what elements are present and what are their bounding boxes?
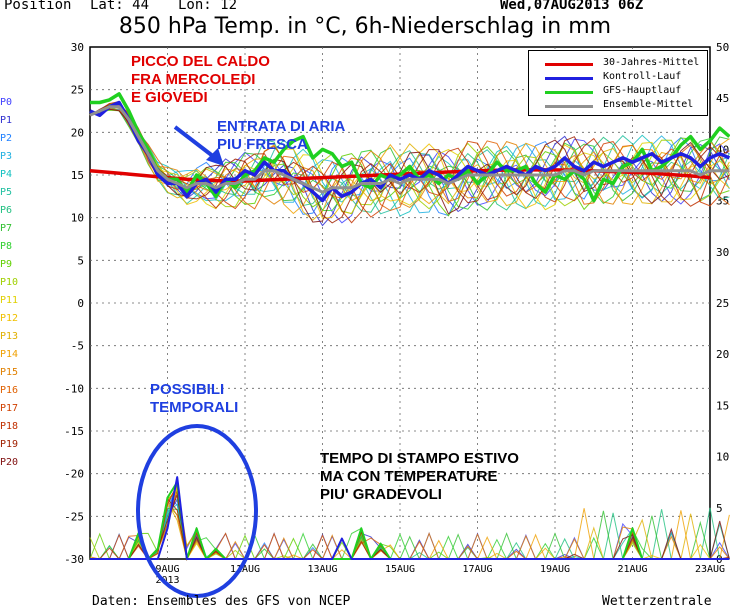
y-left-tick-label: -5: [71, 340, 84, 353]
member-label: P9: [0, 259, 13, 270]
y-left-tick-label: 25: [71, 84, 84, 97]
member-label: P6: [0, 205, 13, 216]
series-line-kontroll-lauf-precip: [90, 476, 730, 560]
chart-title: 850 hPa Temp. in °C, 6h-Niederschlag in …: [118, 14, 612, 39]
legend-swatch: [545, 77, 593, 80]
x-tick-label: 19AUG: [540, 564, 570, 575]
member-label: P1: [0, 115, 13, 126]
y-left-tick-label: -15: [64, 425, 84, 438]
member-label: P13: [0, 331, 19, 342]
legend-item-control-run: Kontroll-Lauf: [529, 71, 707, 85]
brand-label: Wetterzentrale: [602, 594, 712, 609]
y-right-tick-label: 25: [716, 297, 729, 310]
annotation-summer-weather: TEMPO DI STAMPO ESTIVO MA CON TEMPERATUR…: [320, 450, 519, 504]
data-source-label: Daten: Ensembles des GFS von NCEP: [92, 594, 351, 609]
chart-legend: 30-Jahres-Mittel Kontroll-Lauf GFS-Haupt…: [528, 50, 708, 116]
x-tick-label: 11AUG: [230, 564, 260, 575]
run-date-label: Wed,07AUG2013 06Z: [500, 0, 644, 13]
ensemble-member-line: [89, 103, 730, 214]
member-label: P11: [0, 295, 19, 306]
member-label: P0: [0, 97, 13, 108]
legend-item-ensemble-mean: Ensemble-Mittel: [529, 99, 707, 113]
y-left-tick-label: -25: [64, 510, 84, 523]
annotation-cooler-air: ENTRATA DI ARIA PIU FRESCA: [217, 118, 345, 154]
latitude-label: Lat: 44: [90, 0, 150, 13]
x-tick-label: 15AUG: [385, 564, 415, 575]
longitude-label: Lon: 12: [178, 0, 238, 13]
annotation-line: ENTRATA DI ARIA: [217, 118, 346, 135]
legend-swatch: [545, 105, 593, 108]
legend-label: 30-Jahres-Mittel: [603, 57, 700, 68]
y-right-tick-label: 45: [716, 92, 729, 105]
annotation-line: PICCO DEL CALDO: [131, 53, 270, 70]
cooler-air-arrow-head: [206, 148, 224, 166]
y-right-tick-label: 10: [716, 451, 729, 464]
annotation-line: PIU' GRADEVOLI: [320, 486, 442, 503]
x-year-label: 2013: [155, 575, 179, 586]
member-label: P12: [0, 313, 19, 324]
legend-item-main-run: GFS-Hauptlauf: [529, 85, 707, 99]
y-left-tick-label: -10: [64, 382, 84, 395]
y-right-tick-label: 20: [716, 348, 729, 361]
y-left-tick-label: 20: [71, 126, 84, 139]
annotation-line: TEMPO DI STAMPO ESTIVO: [320, 450, 519, 467]
y-right-tick-label: 50: [716, 41, 729, 54]
member-label: P18: [0, 421, 19, 432]
member-label: P20: [0, 457, 19, 468]
member-label: P7: [0, 223, 13, 234]
member-label: P8: [0, 241, 13, 252]
member-label: P19: [0, 439, 19, 450]
member-label: P2: [0, 133, 13, 144]
legend-swatch: [545, 91, 593, 94]
x-tick-label: 21AUG: [617, 564, 647, 575]
x-tick-label: 13AUG: [307, 564, 337, 575]
annotation-line: E GIOVEDI: [131, 89, 208, 106]
legend-label: GFS-Hauptlauf: [603, 85, 682, 96]
member-label: P17: [0, 403, 19, 414]
member-label: P5: [0, 187, 13, 198]
x-tick-label: 23AUG: [695, 564, 725, 575]
member-label: P14: [0, 349, 19, 360]
series-line-gfs-hauptlauf: [90, 92, 730, 203]
ensemble-member-line: [89, 101, 730, 224]
legend-item-climate-mean: 30-Jahres-Mittel: [529, 57, 707, 71]
series-line-ensemble-mittel: [89, 105, 730, 194]
y-left-tick-label: -20: [64, 468, 84, 481]
x-tick-label: 9AUG: [155, 564, 179, 575]
y-left-tick-label: 15: [71, 169, 84, 182]
legend-label: Kontroll-Lauf: [603, 71, 682, 82]
y-left-tick-label: 0: [77, 297, 84, 310]
member-label: P10: [0, 277, 19, 288]
storm-highlight-ellipse: [136, 424, 258, 598]
ensemble-member-line: [89, 106, 730, 212]
x-tick-label: 17AUG: [462, 564, 492, 575]
annotation-line: POSSIBILI: [150, 381, 225, 398]
annotation-line: PIU FRESCA: [217, 136, 308, 153]
y-left-tick-label: 5: [77, 254, 84, 267]
ensemble-member-line: [89, 102, 730, 214]
ensemble-member-line: [89, 108, 730, 212]
position-label: Position: [4, 0, 72, 13]
y-left-tick-label: 30: [71, 41, 84, 54]
y-right-tick-label: 30: [716, 246, 729, 259]
member-label: P16: [0, 385, 19, 396]
cooler-air-arrow-shaft: [173, 125, 220, 162]
y-left-tick-label: -30: [64, 553, 84, 566]
y-left-tick-label: 10: [71, 212, 84, 225]
annotation-line: TEMPORALI: [150, 399, 239, 416]
legend-label: Ensemble-Mittel: [603, 99, 694, 110]
annotation-storms: POSSIBILI TEMPORALI: [150, 381, 238, 417]
annotation-line: FRA MERCOLEDI: [131, 71, 256, 88]
y-right-tick-label: 15: [716, 399, 729, 412]
member-label: P15: [0, 367, 19, 378]
member-label: P3: [0, 151, 13, 162]
y-right-tick-label: 5: [716, 502, 723, 515]
legend-swatch: [545, 63, 593, 66]
member-label: P4: [0, 169, 13, 180]
annotation-heat-peak: PICCO DEL CALDO FRA MERCOLEDI E GIOVEDI: [131, 53, 270, 107]
annotation-line: MA CON TEMPERATURE: [320, 468, 498, 485]
